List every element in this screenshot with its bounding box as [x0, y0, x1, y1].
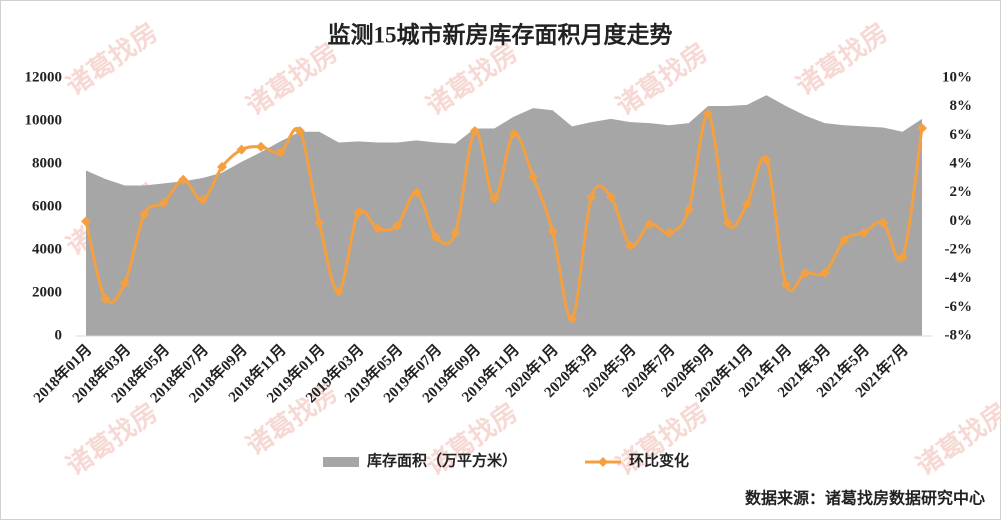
marker [664, 227, 675, 238]
y2-tick-label: -2% [945, 241, 973, 257]
legend-label: 库存面积（万平方米） [367, 451, 517, 469]
marker [119, 277, 130, 288]
marker [411, 187, 422, 198]
marker [197, 194, 208, 205]
marker [139, 209, 150, 220]
y2-tick-label: 4% [950, 155, 973, 171]
marker [800, 267, 811, 278]
y-tick-label: 4000 [32, 241, 62, 257]
marker [430, 232, 441, 243]
marker [528, 171, 539, 182]
marker [275, 147, 286, 158]
marker [567, 313, 578, 324]
y2-tick-label: 2% [950, 184, 973, 200]
marker [761, 154, 772, 165]
marker [158, 197, 169, 208]
marker [236, 144, 247, 155]
marker [178, 174, 189, 185]
marker [683, 204, 694, 215]
marker [586, 191, 597, 202]
marker [450, 227, 461, 238]
marker [217, 161, 228, 172]
y2-tick-label: 10% [942, 69, 972, 85]
area [86, 95, 922, 336]
y2-tick-label: -8% [945, 327, 973, 343]
marker [100, 293, 111, 304]
source-note: 数据来源：诸葛找房数据研究中心 [745, 489, 985, 508]
marker [489, 193, 500, 204]
marker [897, 252, 908, 263]
marker [294, 126, 305, 137]
marker [372, 223, 383, 234]
marker [878, 217, 889, 228]
legend-swatch [323, 457, 359, 467]
y-tick-label: 2000 [32, 284, 62, 300]
legend-swatch [598, 457, 608, 467]
marker [314, 217, 325, 228]
y-tick-label: 6000 [32, 198, 62, 214]
legend-label: 环比变化 [629, 451, 689, 469]
marker [722, 217, 733, 228]
marker [839, 234, 850, 245]
y2-tick-label: -6% [945, 299, 973, 315]
marker [353, 207, 364, 218]
marker [780, 279, 791, 290]
y2-tick-label: 6% [950, 127, 973, 143]
marker [917, 123, 927, 134]
marker [547, 226, 558, 237]
marker [703, 108, 714, 119]
marker [625, 240, 636, 251]
marker [255, 141, 266, 152]
y2-tick-label: -4% [945, 270, 973, 286]
y-tick-label: 12000 [25, 69, 63, 85]
marker [81, 216, 91, 227]
y-tick-label: 0 [55, 327, 63, 343]
marker [742, 199, 753, 210]
marker [333, 286, 344, 297]
marker [508, 128, 519, 139]
marker [392, 220, 403, 231]
y2-tick-label: 8% [950, 98, 973, 114]
marker [605, 191, 616, 202]
chart-title: 监测15城市新房库存面积月度走势 [328, 21, 673, 47]
marker [469, 126, 480, 137]
marker [819, 267, 830, 278]
marker [858, 227, 869, 238]
y2-tick-label: 0% [950, 213, 973, 229]
marker [644, 219, 655, 230]
y-tick-label: 10000 [25, 112, 63, 128]
y-tick-label: 8000 [32, 155, 62, 171]
